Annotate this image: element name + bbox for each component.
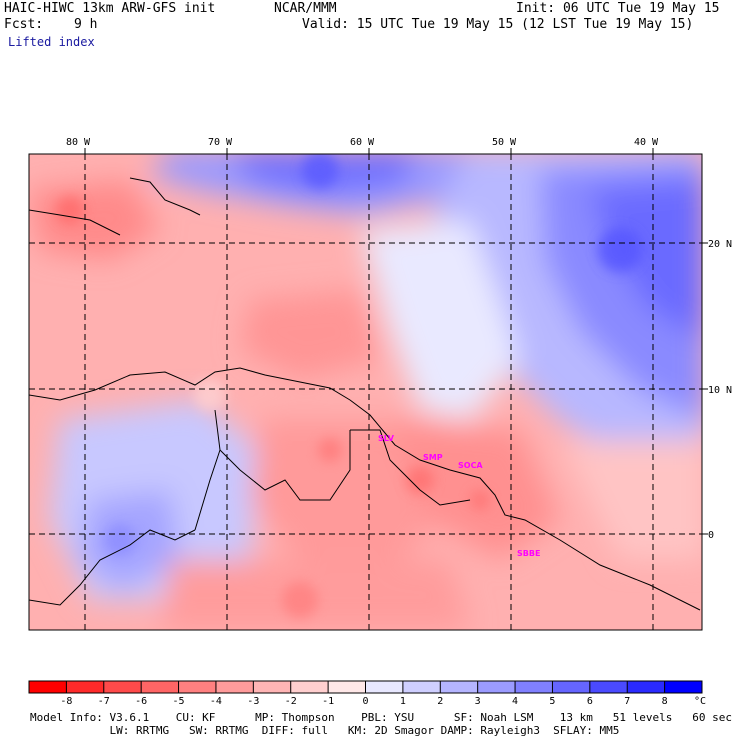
colorbar-tick-label: -1 — [322, 696, 334, 707]
colorbar-tick-label: 7 — [624, 696, 630, 707]
coastlines — [29, 177, 701, 611]
colorbar-swatch — [29, 681, 67, 693]
colorbar-tick-label: -2 — [285, 696, 297, 707]
map-field — [29, 154, 702, 630]
colorbar-swatch — [66, 681, 105, 693]
lon-label: 80 W — [66, 137, 91, 148]
colorbar-swatch — [515, 681, 553, 693]
lat-label: 20 N — [708, 239, 732, 250]
colorbar-tick-label: -8 — [60, 696, 72, 707]
colorbar-swatch — [178, 681, 217, 693]
forecast-label: Fcst: — [4, 17, 44, 32]
station-label: SBBE — [517, 549, 540, 558]
field-name: Lifted index — [8, 35, 95, 49]
station-label: SMP — [423, 453, 443, 462]
colorbar-swatch — [290, 681, 329, 693]
grid-lines — [29, 154, 702, 630]
valid-time: Valid: 15 UTC Tue 19 May 15 (12 LST Tue … — [302, 17, 694, 32]
model-title: HAIC-HIWC 13km ARW-GFS init — [4, 1, 216, 16]
colorbar-swatch — [627, 681, 666, 693]
colorbar-swatch — [552, 681, 591, 693]
colorbar-swatch — [253, 681, 292, 693]
colorbar-unit: °C — [694, 696, 706, 707]
colorbar-swatch — [103, 681, 142, 693]
colorbar-tick-label: -7 — [98, 696, 110, 707]
colorbar-tick-label: 8 — [662, 696, 668, 707]
station-label: SOCA — [458, 461, 483, 470]
lat-label: 0 — [708, 530, 714, 541]
colorbar-tick-label: 6 — [587, 696, 593, 707]
colorbar-swatch — [440, 681, 479, 693]
lon-label: 60 W — [350, 137, 375, 148]
colorbar-tick-label: -6 — [135, 696, 147, 707]
colorbar-swatch — [589, 681, 628, 693]
colorbar-tick-label: -3 — [247, 696, 259, 707]
colorbar-tick-label: 2 — [437, 696, 443, 707]
colorbar-tick-label: -5 — [173, 696, 185, 707]
lon-label: 50 W — [492, 137, 517, 148]
lon-label: 40 W — [634, 137, 659, 148]
colorbar-swatch — [477, 681, 516, 693]
colorbar-tick-label: 0 — [362, 696, 368, 707]
colorbar-ticks: -8 -7 -6 -5 -4 -3 -2 -1 0 1 2 3 4 5 6 7 8 — [60, 681, 668, 707]
colorbar-swatch — [402, 681, 441, 693]
init-time: Init: 06 UTC Tue 19 May 15 — [516, 1, 720, 16]
model-info-line1: Model Info: V3.6.1 CU: KF MP: Thompson P… — [30, 711, 732, 724]
org-label: NCAR/MMM — [274, 1, 337, 16]
colorbar-swatch — [328, 681, 366, 693]
colorbar-swatch — [215, 681, 254, 693]
forecast-hour: 9 h — [74, 17, 98, 32]
colorbar-tick-label: -4 — [210, 696, 222, 707]
lat-label: 10 N — [708, 385, 732, 396]
colorbar-tick-label: 3 — [475, 696, 481, 707]
station-label: SLV — [378, 434, 395, 443]
colorbar-tick-label: 4 — [512, 696, 518, 707]
map-frame — [28, 153, 703, 631]
lon-label: 70 W — [208, 137, 233, 148]
colorbar-swatch — [365, 681, 404, 693]
colorbar-swatch — [141, 681, 180, 693]
colorbar-tick-label: 1 — [400, 696, 406, 707]
model-info-line2: LW: RRTMG SW: RRTMG DIFF: full KM: 2D Sm… — [30, 724, 620, 737]
colorbar-swatch — [664, 681, 703, 693]
colorbar-tick-label: 5 — [549, 696, 555, 707]
